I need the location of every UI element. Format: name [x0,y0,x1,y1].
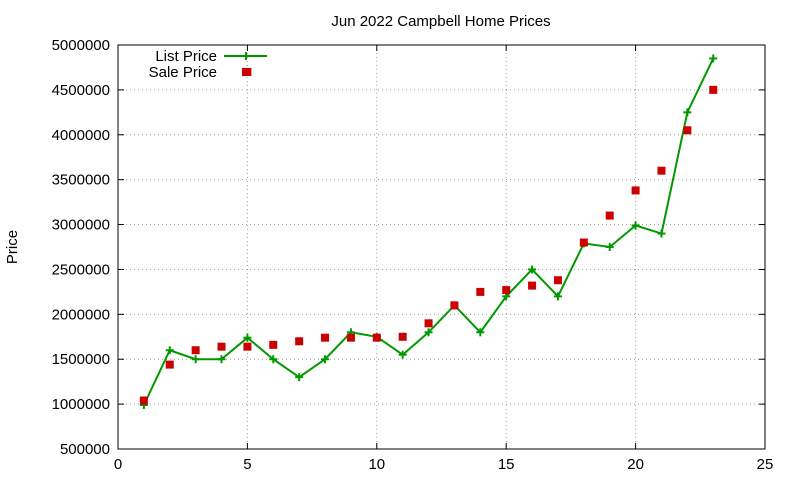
y-tick-label: 1500000 [52,351,110,368]
data-point [424,319,433,328]
data-point [398,350,407,359]
data-point [709,85,718,94]
data-point [191,346,200,355]
y-tick-label: 500000 [60,441,110,458]
data-point [165,360,174,369]
data-point [191,355,200,364]
y-tick-label: 1000000 [52,396,110,413]
data-point [295,373,304,382]
data-point [243,342,252,351]
plot-frame [117,44,766,450]
data-point [269,355,278,364]
data-point [528,265,537,274]
data-point [683,108,692,117]
data-point [450,301,459,310]
data-point [398,332,407,341]
data-point [553,292,562,301]
x-tick-label: 15 [498,456,515,473]
data-point [295,337,304,346]
data-point [321,355,330,364]
data-point [476,287,485,296]
y-tick-label: 3500000 [52,172,110,189]
data-point [217,355,226,364]
x-tick-label: 20 [627,456,644,473]
y-tick-label: 5000000 [52,37,110,54]
data-point [683,126,692,135]
data-point [579,238,588,247]
y-tick-label: 3000000 [52,217,110,234]
tick-labels: 0 5 10 15 20 25 500000 1000000 1500000 2000000 250… [52,37,774,473]
y-axis-label: Price [4,230,21,264]
x-tick-label: 10 [368,456,385,473]
legend-label: List Price [155,48,217,65]
data-point [476,328,485,337]
data-point [553,276,562,285]
series-sale-price [139,85,718,405]
data-point [709,54,718,63]
data-point [528,281,537,290]
legend-marker [242,68,250,76]
data-point [243,333,252,342]
data-point [321,333,330,342]
x-tick-label: 5 [243,456,251,473]
chart-title: Jun 2022 Campbell Home Prices [331,13,550,30]
data-point [424,328,433,337]
y-tick-label: 4500000 [52,82,110,99]
data-point [165,346,174,355]
data-point [631,221,640,230]
data-point [269,340,278,349]
grid [118,45,765,449]
data-point [372,333,381,342]
series-layer [139,54,718,410]
x-tick-label: 0 [114,456,122,473]
data-point [657,166,666,175]
data-point [217,342,226,351]
data-point [605,211,614,220]
legend-marker [242,52,250,60]
y-tick-label: 2500000 [52,261,110,278]
axes [117,44,766,450]
legend-label: Sale Price [149,64,217,81]
data-point [631,186,640,195]
data-point [657,229,666,238]
x-tick-label: 25 [757,456,774,473]
data-point [346,333,355,342]
data-point [502,286,511,295]
y-tick-label: 2000000 [52,306,110,323]
data-point [139,396,148,405]
y-tick-label: 4000000 [52,127,110,144]
data-point [605,243,614,251]
